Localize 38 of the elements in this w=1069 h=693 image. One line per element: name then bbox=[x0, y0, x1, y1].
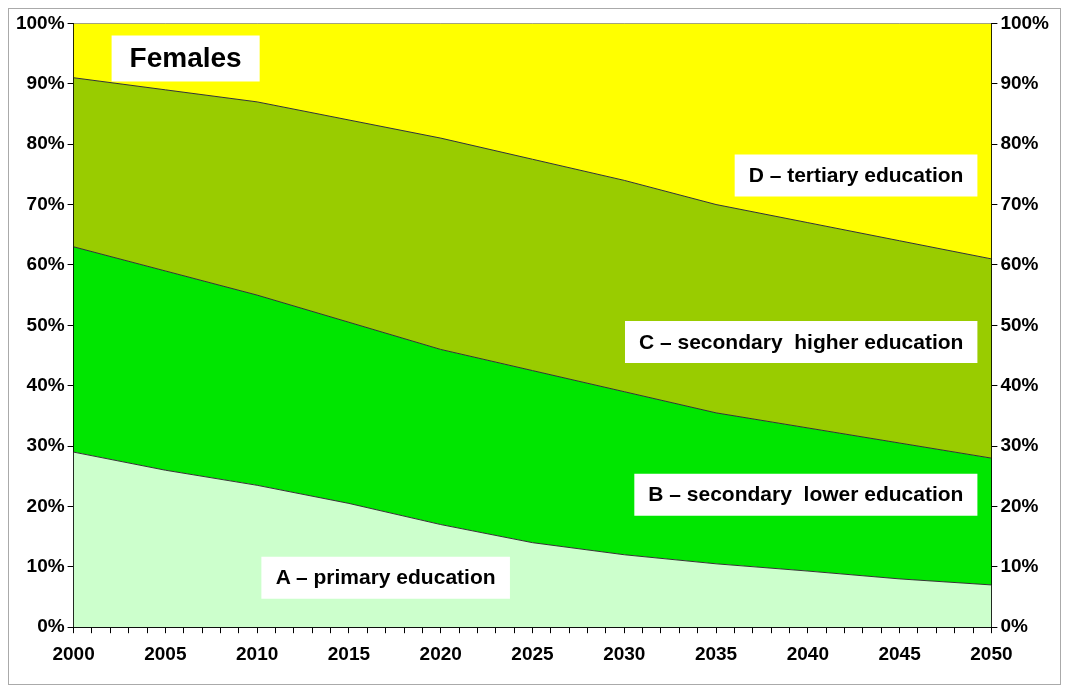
x-tick-label: 2005 bbox=[144, 642, 187, 664]
x-tick-label: 2025 bbox=[511, 642, 555, 664]
y2-tick-label: 80% bbox=[1000, 132, 1039, 154]
x-tick-label: 2020 bbox=[419, 642, 462, 664]
series-label: B – secondary lower education bbox=[648, 482, 964, 506]
y-tick-label: 100% bbox=[15, 11, 65, 33]
x-tick-label: 2030 bbox=[603, 642, 646, 664]
y2-tick-label: 60% bbox=[1000, 253, 1039, 275]
y-tick-label: 30% bbox=[26, 434, 65, 456]
y-tick-label: 40% bbox=[26, 373, 65, 395]
x-tick-label: 2040 bbox=[786, 642, 829, 664]
y-tick-label: 10% bbox=[26, 555, 65, 577]
y-tick-label: 70% bbox=[26, 192, 65, 214]
y-tick-label: 20% bbox=[26, 494, 65, 516]
series-label: C – secondary higher education bbox=[638, 329, 964, 353]
x-tick-label: 2015 bbox=[327, 642, 371, 664]
y2-tick-label: 10% bbox=[1000, 555, 1039, 577]
series-label: A – primary education bbox=[275, 565, 496, 589]
y2-tick-label: 30% bbox=[1000, 434, 1039, 456]
x-tick-label: 2010 bbox=[236, 642, 279, 664]
x-tick-label: 2000 bbox=[52, 642, 95, 664]
x-tick-label: 2045 bbox=[878, 642, 922, 664]
y2-tick-label: 20% bbox=[1000, 494, 1039, 516]
y-tick-label: 50% bbox=[26, 313, 65, 335]
x-tick-label: 2035 bbox=[694, 642, 738, 664]
y2-tick-label: 100% bbox=[1000, 11, 1050, 33]
y-tick-label: 60% bbox=[26, 253, 65, 275]
x-tick-label: 2050 bbox=[970, 642, 1013, 664]
y2-tick-label: 0% bbox=[1000, 615, 1028, 637]
y2-tick-label: 40% bbox=[1000, 373, 1039, 395]
y2-tick-label: 50% bbox=[1000, 313, 1039, 335]
y2-tick-label: 90% bbox=[1000, 72, 1039, 94]
y-tick-label: 80% bbox=[26, 132, 65, 154]
series-label: D – tertiary education bbox=[748, 163, 964, 187]
y-tick-label: 90% bbox=[26, 72, 65, 94]
y2-tick-label: 70% bbox=[1000, 192, 1039, 214]
text: Females bbox=[129, 42, 242, 74]
y-tick-label: 0% bbox=[37, 615, 65, 637]
